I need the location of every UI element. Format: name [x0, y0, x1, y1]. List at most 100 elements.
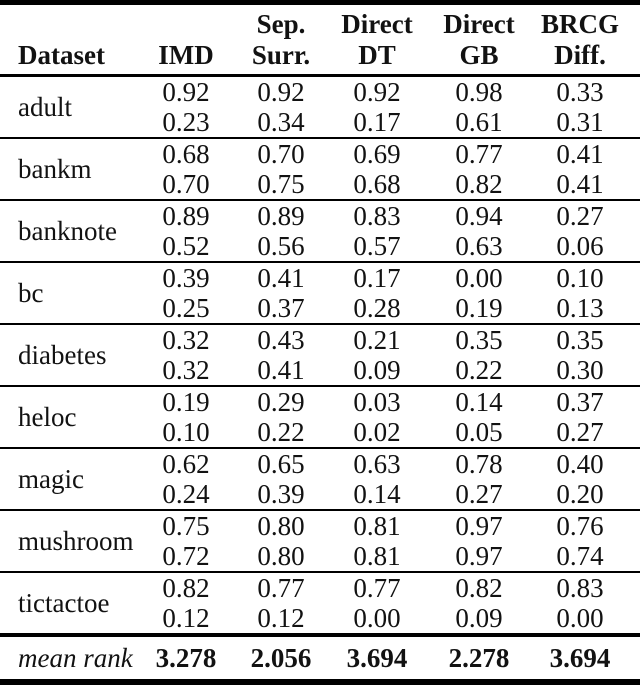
value-cell: 0.06 [556, 231, 604, 261]
value-cell: 0.32 [140, 323, 232, 355]
value-cell: 0.19 [140, 385, 232, 417]
value-cell: 0.89 [140, 199, 232, 231]
value-cell: 0.72 [162, 541, 210, 571]
value-cell: 0.75 [140, 509, 232, 541]
value-cell: 0.65 [232, 447, 330, 479]
dataset-name: magic [0, 447, 140, 510]
mean-rank-value: 3.694 [330, 633, 424, 682]
value-cell: 0.09 [455, 603, 503, 633]
table-row: 0.72 0.80 0.81 0.97 0.74 [0, 541, 640, 572]
value-cell: 0.24 [162, 479, 210, 509]
value-cell: 0.70 [232, 137, 330, 169]
value-cell: 0.33 [556, 77, 604, 107]
value-cell: 0.81 [353, 541, 401, 571]
column-header-line2: IMD [158, 40, 214, 70]
value-cell: 0.34 [257, 107, 305, 137]
value-cell: 0.68 [140, 137, 232, 169]
value-cell: 0.92 [257, 77, 305, 107]
table-row: bankm 0.68 0.70 0.69 0.77 0.41 [0, 137, 640, 200]
mean-rank-row: mean rank 3.278 2.056 3.694 2.278 3.694 [0, 633, 640, 682]
value-cell: 0.35 [534, 323, 640, 355]
value-cell: 0.41 [257, 355, 305, 385]
table-row: bc 0.39 0.41 0.17 0.00 0.10 [0, 261, 640, 324]
column-header-direct-dt: Direct DT [330, 2, 424, 77]
value-cell: 0.80 [232, 509, 330, 541]
value-cell: 0.14 [424, 385, 534, 417]
value-cell: 0.13 [556, 293, 604, 323]
value-cell: 0.43 [232, 323, 330, 355]
value-cell: 0.31 [556, 107, 604, 137]
table-row: 0.24 0.39 0.14 0.27 0.20 [0, 479, 640, 510]
column-header-line2: Surr. [251, 40, 311, 70]
value-cell: 0.81 [330, 509, 424, 541]
table-row: 0.10 0.22 0.02 0.05 0.27 [0, 417, 640, 448]
column-header-dataset: Dataset [0, 2, 140, 77]
table-row: heloc 0.19 0.29 0.03 0.14 0.37 [0, 385, 640, 448]
table-body: adult 0.92 0.92 0.92 0.98 0.33 0.23 0.34 0.17 0.6… [0, 76, 640, 635]
dataset-name: bankm [0, 137, 140, 200]
column-header-line1: Sep. [256, 9, 306, 39]
mean-rank-value: 2.278 [424, 633, 534, 682]
value-cell: 0.52 [162, 231, 210, 261]
value-cell: 0.62 [140, 447, 232, 479]
column-header-line1: Direct [341, 9, 413, 39]
dataset-name: heloc [0, 385, 140, 448]
header-row: Dataset IMD Sep. Surr. Direct DT Direct … [0, 2, 640, 77]
value-cell: 0.10 [534, 261, 640, 293]
table-row: banknote 0.89 0.89 0.83 0.94 0.27 [0, 199, 640, 262]
value-cell: 0.41 [534, 137, 640, 169]
value-cell: 0.39 [257, 479, 305, 509]
value-cell: 0.97 [424, 509, 534, 541]
value-cell: 0.10 [162, 417, 210, 447]
dataset-name: tictactoe [0, 571, 140, 635]
value-cell: 0.27 [556, 417, 604, 447]
value-cell: 0.14 [353, 479, 401, 509]
column-header-imd: IMD [140, 2, 232, 77]
value-cell: 0.32 [162, 355, 210, 385]
table-header: Dataset IMD Sep. Surr. Direct DT Direct … [0, 2, 640, 77]
table-row: tictactoe 0.82 0.77 0.77 0.82 0.83 [0, 571, 640, 635]
table-row: 0.70 0.75 0.68 0.82 0.41 [0, 169, 640, 200]
value-cell: 0.83 [534, 571, 640, 603]
value-cell: 0.19 [455, 293, 503, 323]
value-cell: 0.56 [257, 231, 305, 261]
column-header-line2: DT [358, 40, 396, 70]
value-cell: 0.09 [353, 355, 401, 385]
value-cell: 0.82 [140, 571, 232, 603]
value-cell: 0.69 [330, 137, 424, 169]
value-cell: 0.23 [162, 107, 210, 137]
value-cell: 0.89 [232, 199, 330, 231]
value-cell: 0.74 [556, 541, 604, 571]
value-cell: 0.17 [353, 107, 401, 137]
value-cell: 0.76 [534, 509, 640, 541]
column-header-direct-gb: Direct GB [424, 2, 534, 77]
value-cell: 0.83 [330, 199, 424, 231]
value-cell: 0.12 [257, 603, 305, 633]
value-cell: 0.68 [353, 169, 401, 199]
value-cell: 0.21 [330, 323, 424, 355]
column-header-line1: BRCG [540, 9, 619, 39]
dataset-name: diabetes [0, 323, 140, 386]
mean-rank-value: 3.278 [140, 633, 232, 682]
value-cell: 0.27 [455, 479, 503, 509]
table-row: adult 0.92 0.92 0.92 0.98 0.33 [0, 76, 640, 122]
value-cell: 0.30 [556, 355, 604, 385]
value-cell: 0.22 [455, 355, 503, 385]
column-header-sep-surr: Sep. Surr. [232, 2, 330, 77]
value-cell: 0.25 [162, 293, 210, 323]
dataset-name: banknote [0, 199, 140, 262]
value-cell: 0.97 [455, 541, 503, 571]
mean-rank-value: 3.694 [534, 633, 640, 682]
value-cell: 0.82 [455, 169, 503, 199]
value-cell: 0.20 [556, 479, 604, 509]
value-cell: 0.00 [353, 603, 401, 633]
value-cell: 0.77 [424, 137, 534, 169]
value-cell: 0.94 [424, 199, 534, 231]
value-cell: 0.12 [162, 603, 210, 633]
value-cell: 0.37 [257, 293, 305, 323]
value-cell: 0.37 [534, 385, 640, 417]
column-header-line2: Diff. [554, 40, 606, 70]
value-cell: 0.41 [232, 261, 330, 293]
